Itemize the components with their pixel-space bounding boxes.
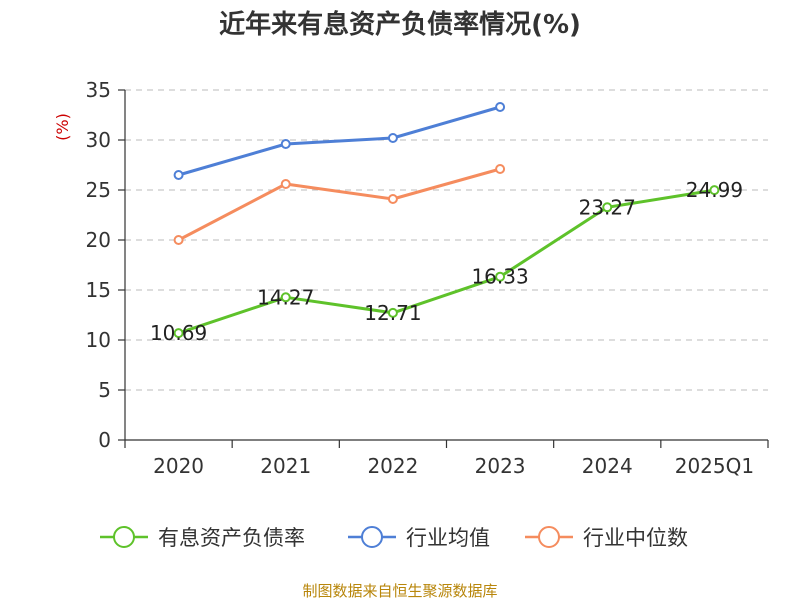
x-tick-label: 2023 (475, 454, 526, 478)
data-label: 16.33 (471, 265, 528, 289)
y-tick-label: 15 (86, 278, 111, 302)
data-label: 24.99 (686, 178, 743, 202)
data-labels: 10.69 14.27 12.71 16.33 23.27 24.99 (150, 178, 743, 345)
y-tick-label: 10 (86, 328, 111, 352)
data-point[interactable] (495, 102, 506, 112)
data-point[interactable] (495, 271, 506, 282)
y-axis-label: (%) (53, 113, 72, 141)
y-tick-label: 5 (98, 378, 111, 402)
source-note: 制图数据来自恒生聚源数据库 (302, 582, 497, 600)
legend-item[interactable]: 行业中位数 (525, 526, 688, 550)
legend-item[interactable]: 有息资产负债率 (100, 526, 305, 550)
legend-label: 行业中位数 (583, 526, 688, 550)
legend-label: 有息资产负债率 (158, 526, 305, 550)
grid-lines (125, 89, 768, 391)
legend-item[interactable]: 行业均值 (348, 526, 490, 550)
chart-title: 近年来有息资产负债率情况(%) (219, 9, 581, 40)
data-point[interactable] (173, 235, 184, 245)
legend[interactable]: 有息资产负债率 行业均值 行业中位数 (100, 526, 688, 550)
data-point[interactable] (387, 194, 398, 204)
data-point[interactable] (387, 307, 398, 318)
series-lines (173, 102, 720, 339)
y-tick-label: 30 (86, 128, 111, 152)
data-label: 14.27 (257, 285, 314, 309)
x-tick-label: 2024 (582, 454, 633, 478)
data-point[interactable] (280, 179, 291, 189)
x-tick-label: 2021 (260, 454, 311, 478)
y-tick-label: 25 (86, 178, 111, 202)
x-tick-label: 2020 (153, 454, 204, 478)
legend-marker (538, 526, 560, 548)
series-line (177, 167, 501, 242)
data-point[interactable] (173, 328, 184, 339)
data-label: 10.69 (150, 321, 207, 345)
x-tick-label: 2025Q1 (675, 454, 754, 478)
y-tick-label: 0 (98, 428, 111, 452)
y-tick-label: 20 (86, 228, 111, 252)
series-line (178, 188, 715, 335)
legend-label: 行业均值 (406, 526, 490, 550)
data-point[interactable] (280, 292, 291, 303)
y-tick-label: 35 (86, 78, 111, 102)
data-point[interactable] (387, 133, 398, 143)
data-point[interactable] (280, 139, 291, 149)
series-line (178, 105, 501, 177)
axes: 0 5 10 15 20 25 30 35 2020 2021 2022 2023 2024 2025Q1 (86, 78, 769, 478)
data-label: 12.71 (364, 301, 421, 325)
data-point[interactable] (602, 202, 613, 213)
legend-marker (113, 526, 135, 548)
data-point[interactable] (709, 185, 720, 196)
data-point[interactable] (173, 170, 184, 180)
legend-marker (361, 526, 383, 548)
data-label: 23.27 (579, 195, 636, 219)
x-tick-label: 2022 (367, 454, 418, 478)
data-point[interactable] (495, 164, 506, 174)
